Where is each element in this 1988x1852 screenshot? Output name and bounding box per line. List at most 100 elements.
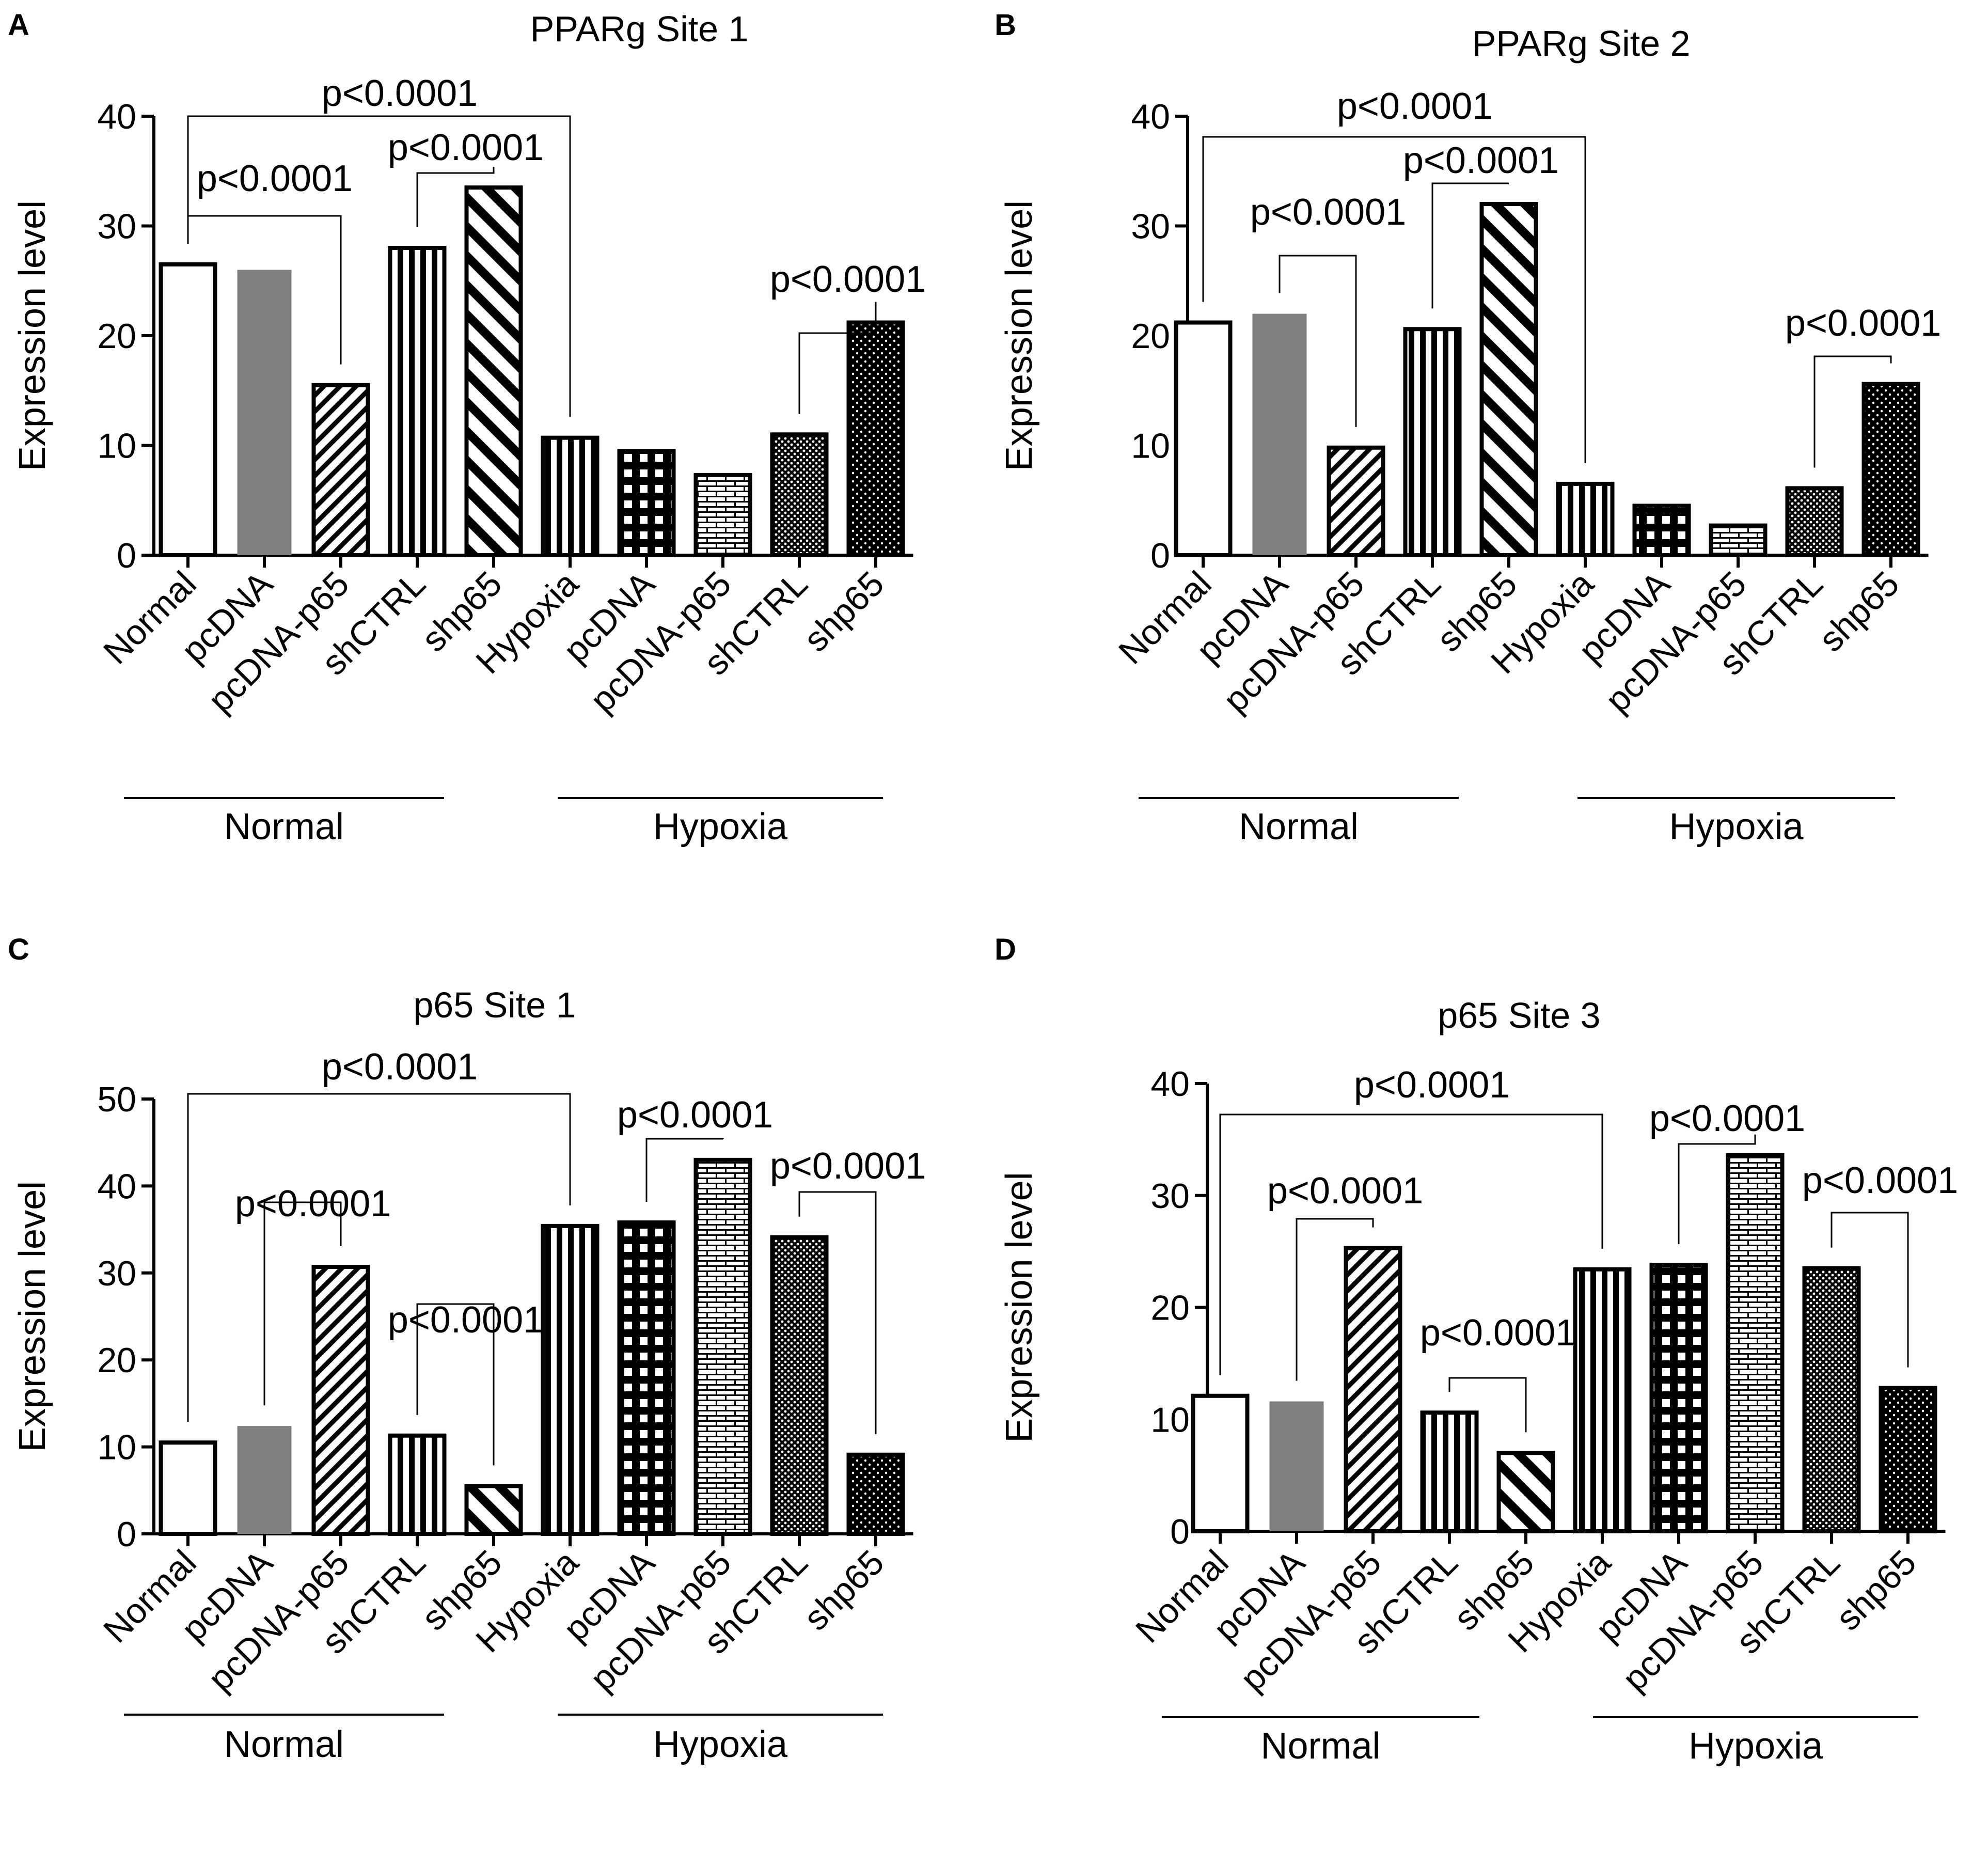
y-tick-label: 20: [97, 1341, 136, 1380]
category-label: shp65: [796, 1543, 892, 1638]
bar-8: [693, 473, 752, 557]
bar-4: [388, 1433, 447, 1536]
group-label-hypoxia: Hypoxia: [653, 806, 788, 847]
p-value-label: p<0.0001: [1354, 1064, 1510, 1106]
bar-7: [1632, 504, 1691, 557]
bar-7: [1649, 1263, 1708, 1533]
y-tick-label: 50: [97, 1080, 136, 1119]
y-tick-label: 20: [97, 317, 136, 356]
bar-2: [1269, 1401, 1324, 1531]
bar-4: [1403, 327, 1462, 557]
y-tick-label: 20: [1131, 317, 1170, 356]
y-tick-label: 40: [1150, 1064, 1190, 1104]
significance-bracket: [263, 1201, 342, 1406]
bar-4: [388, 246, 447, 557]
panel-letter: C: [8, 933, 29, 966]
y-axis-label: Expression level: [12, 200, 53, 471]
p-value-label: p<0.0001: [1403, 140, 1559, 181]
y-tick-label: 10: [97, 427, 136, 466]
significance-bracket: [1296, 1218, 1374, 1381]
bar-1: [159, 1440, 217, 1536]
bar-8: [1709, 523, 1768, 557]
group-label-normal: Normal: [224, 1724, 344, 1765]
bar-6: [1556, 481, 1615, 557]
panel-a: A PPARg Site 1 0 10 20 30 40 Expression level No…: [8, 8, 926, 847]
y-axis-label: Expression level: [999, 200, 1040, 471]
p-value-label: p<0.0001: [770, 259, 926, 300]
significance-bracket: [1279, 255, 1357, 427]
p-value-label: p<0.0001: [235, 1183, 391, 1225]
bar-5: [1479, 202, 1538, 557]
bar-5: [464, 1484, 523, 1536]
bar-2: [237, 1426, 292, 1534]
p-value-label: p<0.0001: [1802, 1160, 1958, 1201]
y-axis-label: Expression level: [12, 1181, 53, 1452]
significance-bracket: [1813, 355, 1892, 468]
significance-bracket: [187, 215, 342, 365]
y-tick-label: 30: [97, 207, 136, 246]
bar-5: [1496, 1451, 1555, 1533]
group-label-hypoxia: Hypoxia: [653, 1724, 788, 1765]
significance-bracket: [1219, 1113, 1603, 1375]
y-tick-label: 20: [1150, 1289, 1190, 1328]
group-label-normal: Normal: [1239, 806, 1359, 847]
bar-6: [1573, 1267, 1632, 1533]
bar-6: [541, 435, 599, 557]
group-label-hypoxia: Hypoxia: [1669, 806, 1804, 847]
significance-bracket: [645, 1138, 724, 1202]
p-value-label: p<0.0001: [770, 1145, 926, 1187]
bar-10: [846, 1452, 905, 1536]
category-label: shp65: [1828, 1543, 1924, 1638]
bar-2: [237, 270, 292, 555]
bar-7: [617, 449, 676, 557]
y-tick-label: 0: [117, 1515, 136, 1554]
y-tick-label: 10: [1150, 1400, 1190, 1439]
y-tick-label: 10: [97, 1428, 136, 1467]
bar-9: [1802, 1266, 1861, 1533]
bar-2: [1252, 313, 1307, 555]
significance-bracket: [1448, 1377, 1527, 1433]
y-tick-label: 40: [97, 1167, 136, 1206]
bar-9: [1785, 486, 1844, 557]
bar-3: [1327, 445, 1385, 557]
bar-1: [1174, 320, 1233, 557]
bar-1: [1191, 1393, 1250, 1533]
bar-10: [1861, 382, 1920, 557]
y-tick-label: 0: [117, 536, 136, 575]
significance-bracket: [187, 1093, 571, 1422]
panel-letter: B: [995, 8, 1016, 42]
y-tick-label: 40: [1131, 97, 1170, 136]
significance-bracket: [1831, 1212, 1909, 1368]
bar-7: [617, 1220, 676, 1536]
significance-bracket: [1202, 136, 1586, 463]
bar-1: [159, 262, 217, 557]
bar-3: [311, 383, 370, 557]
y-tick-label: 0: [1150, 536, 1170, 575]
panel-letter: A: [8, 8, 29, 42]
bar-10: [1879, 1386, 1937, 1534]
bar-9: [770, 432, 829, 557]
y-tick-label: 10: [1131, 427, 1170, 466]
significance-bracket: [416, 1303, 495, 1466]
significance-bracket: [798, 302, 877, 414]
chart-title: p65 Site 3: [1438, 995, 1600, 1035]
bar-6: [541, 1223, 599, 1536]
y-tick-label: 30: [97, 1254, 136, 1293]
panel-b: B PPARg Site 2 0 10 20 30 40 Expression level No…: [995, 8, 1941, 847]
y-tick-label: 40: [97, 97, 136, 136]
bar-5: [464, 185, 523, 557]
bar-9: [770, 1235, 829, 1536]
y-tick-label: 30: [1150, 1176, 1190, 1216]
group-label-normal: Normal: [1260, 1725, 1380, 1767]
group-label-hypoxia: Hypoxia: [1689, 1725, 1823, 1767]
p-value-label: p<0.0001: [197, 158, 353, 199]
bar-3: [311, 1265, 370, 1536]
p-value-label: p<0.0001: [322, 1046, 478, 1088]
bar-8: [693, 1157, 752, 1536]
y-tick-label: 0: [1170, 1512, 1190, 1551]
category-label: shp65: [1811, 564, 1907, 660]
bar-4: [1420, 1410, 1479, 1534]
p-value-label: p<0.0001: [1337, 86, 1493, 127]
